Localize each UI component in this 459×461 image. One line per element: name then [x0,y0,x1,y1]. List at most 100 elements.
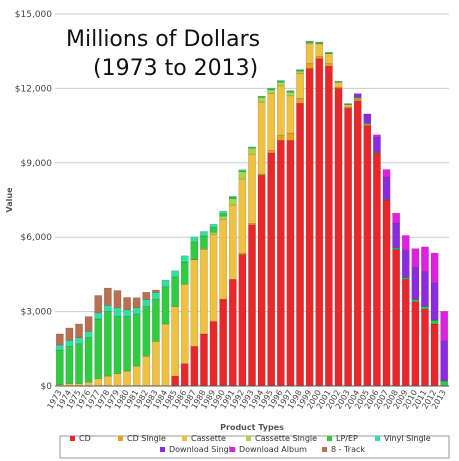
bar-segment-vinyl-single [325,51,333,54]
bar-segment-vinyl-single [75,337,83,345]
bar-segment-8-track [94,295,103,314]
legend-label[interactable]: Cassette Single [255,434,317,443]
bar-segment-cassette [84,382,93,387]
legend-label[interactable]: CD [79,434,91,443]
legend-label[interactable]: Cassette [191,434,226,443]
bar-segment-lp-ep [94,318,103,379]
bar-segment-cd [286,140,295,387]
bar-segment-lp-ep [190,241,199,260]
legend-label[interactable]: LP/EP [336,434,358,443]
bar-segment-cassette-single [209,231,218,235]
bar-segment-vinyl-single [132,307,141,315]
bar-segment-cd [209,321,218,387]
bar-segment-cassette-single [248,147,256,155]
legend-label[interactable]: Download Album [239,445,307,454]
bar-segment-8-track [142,292,151,300]
bar-segment-vinyl-single [296,69,304,71]
bar-segment-lp-ep [75,343,83,384]
bar-segment-cassette [180,284,189,364]
bar-segment-download-single [392,222,401,249]
bar-segment-vinyl-single [55,344,64,351]
bar-segment-cassette [161,323,170,387]
y-tick-label: $9,000 [21,159,53,169]
bar-segment-cd [373,152,381,387]
bar-segment-8-track [123,297,131,311]
bar-segment-download-album [430,252,439,284]
bar-segment-vinyl-single [344,103,352,105]
bar-segment-cassette [200,249,208,335]
bar-segment-cassette [228,204,237,280]
legend-swatch [118,436,123,441]
legend-label[interactable]: Vinyl Single [384,434,431,443]
bar-segment-cd [219,298,228,387]
bar-segment-download-single [363,113,372,124]
bar-segment-vinyl-single [113,307,122,317]
bar-segment-cassette [209,234,218,322]
legend: CD CD Single Cassette Cassette Single LP/EP V… [70,434,431,454]
bar-segment-lp-ep [315,42,324,44]
bar-segment-vinyl-single [190,236,199,243]
x-axis-title: Product Types [220,423,284,432]
bar-segment-lp-ep [84,337,93,383]
bar-segment-cassette [113,373,122,387]
bar-segment-vinyl-single [334,80,343,82]
bar-segment-vinyl-single [142,299,151,307]
bar-segment-vinyl-single [238,169,247,172]
bar-segment-cd-single [296,98,304,104]
bar-segment-download-single [440,340,449,382]
y-tick-label: $0 [41,382,53,392]
bar-segment-vinyl-single [200,231,208,237]
bar-segment-cassette [142,355,151,387]
bar-segment-cd-single [276,135,285,141]
bar-segment-cd-single [257,173,266,176]
bar-segment-cassette [104,375,112,387]
bar-segment-cd [401,279,410,387]
chart-title-line-2: (1973 to 2013) [93,56,258,81]
bar-segment-vinyl-single [267,87,276,90]
legend-swatch [246,436,251,441]
bar-segment-download-album [392,212,401,224]
bar-segment-vinyl-single [305,40,314,43]
bar-segment-8-track [84,316,93,332]
bar-segment-lp-ep [430,320,439,325]
legend-swatch [230,447,235,452]
bar-segment-cassette [190,259,199,347]
bar-segment-cassette [267,93,276,151]
bar-segment-8-track [104,287,112,306]
legend-label[interactable]: 8 - Track [331,445,365,454]
bar-segment-vinyl-single [94,312,103,320]
bar-segment-cd-single [325,63,333,67]
bar-segment-cd [305,68,314,387]
bar-segment-vinyl-single [219,210,228,214]
bar-segment-8-track [152,289,160,293]
bar-segment-download-single [430,282,439,321]
bar-segment-vinyl-single [84,331,93,338]
bar-segment-cd-single [315,55,324,59]
bar-segment-cd-single [286,132,295,141]
bar-segment-cd [363,125,372,387]
bar-segment-cd [248,224,256,387]
bar-segment-download-single [382,176,391,200]
bar-segment-cassette [123,370,131,387]
bar-segment-lp-ep [55,349,64,386]
y-axis-title: Value [5,187,14,213]
bar-segment-lp-ep [113,316,122,374]
bar-segment-cassette-single [228,198,237,206]
legend-label[interactable]: CD Single [127,434,166,443]
bar-segment-cassette [94,378,103,387]
legend-label[interactable]: Download Single [169,445,236,454]
bar-segment-cassette-single [286,91,295,97]
bar-segment-vinyl-single [123,309,131,317]
bar-segment-vinyl-single [152,292,160,300]
bar-segment-cd [421,308,429,387]
bar-segment-vinyl-single [209,224,218,228]
bar-segment-cassette-single [238,171,247,180]
legend-swatch [375,436,380,441]
bar-segment-cassette [296,73,304,99]
bar-segment-cd [267,152,276,387]
legend-swatch [327,436,332,441]
bar-segment-vinyl-single [257,95,266,98]
bar-segment-cd [171,375,179,387]
bar-segment-lp-ep [65,346,74,384]
bar-segment-cd-single [267,150,276,154]
